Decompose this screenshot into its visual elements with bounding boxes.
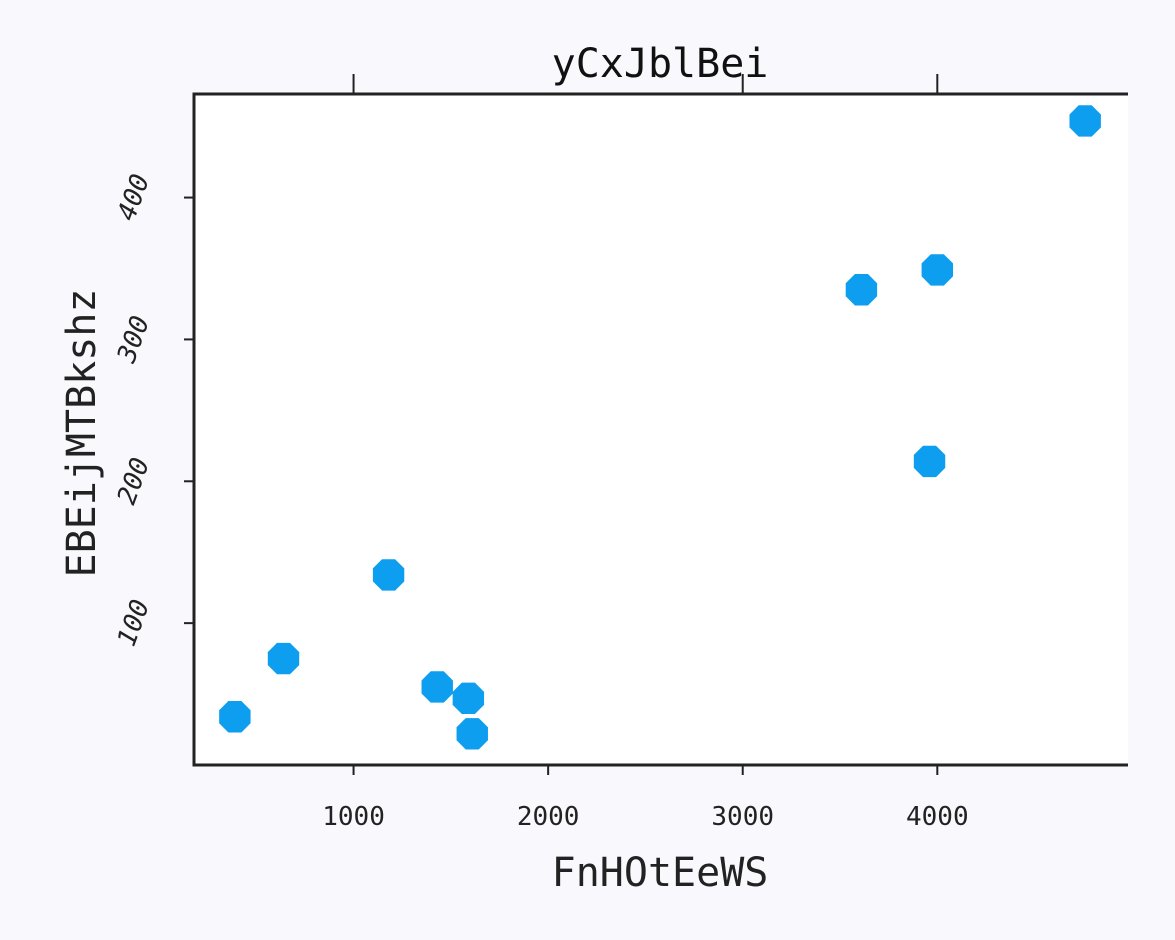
data-point — [421, 671, 453, 703]
chart-title: yCxJblBei — [552, 41, 769, 87]
data-point — [1069, 105, 1101, 137]
data-point — [267, 642, 300, 675]
plot-area — [194, 94, 1128, 765]
data-point — [921, 254, 954, 286]
data-point — [845, 274, 878, 306]
data-points — [219, 105, 1101, 750]
data-point — [452, 682, 485, 715]
x-tick-label: 1000 — [322, 802, 385, 832]
data-point — [372, 559, 405, 591]
data-point — [219, 701, 251, 733]
x-tick-label: 4000 — [906, 802, 969, 832]
x-axis-label: FnHOtEeWS — [552, 850, 769, 896]
x-tick-label: 2000 — [517, 802, 580, 832]
data-point — [456, 718, 488, 750]
x-tick-label: 3000 — [711, 802, 774, 832]
axes — [192, 92, 1128, 767]
y-axis-label: EBEijMTBkshz — [59, 289, 105, 578]
data-point — [913, 445, 946, 478]
